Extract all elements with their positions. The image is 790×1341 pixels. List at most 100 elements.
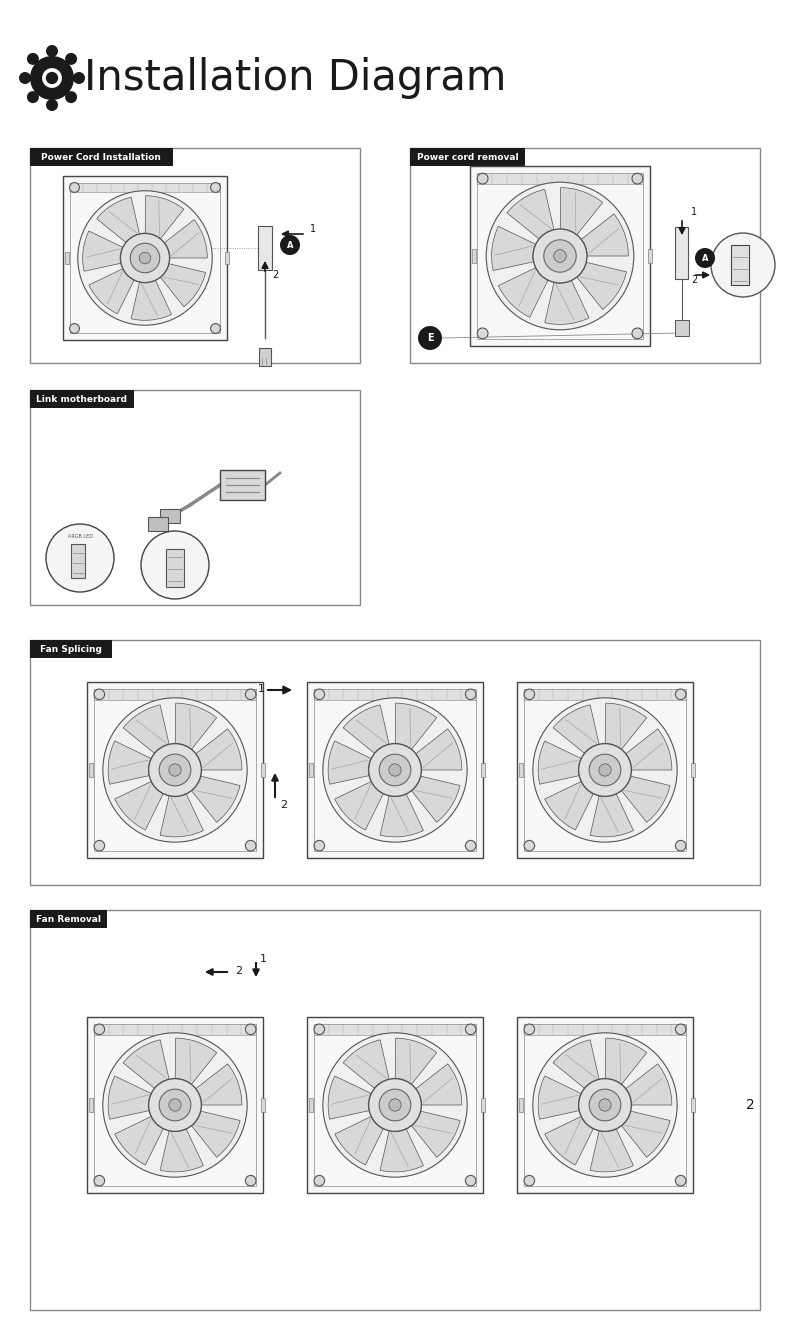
Circle shape bbox=[578, 1078, 631, 1132]
Circle shape bbox=[675, 689, 686, 700]
Circle shape bbox=[70, 323, 80, 334]
Text: Fan Removal: Fan Removal bbox=[36, 915, 101, 924]
Circle shape bbox=[27, 52, 39, 64]
Wedge shape bbox=[590, 794, 634, 837]
Circle shape bbox=[314, 841, 325, 852]
Wedge shape bbox=[328, 742, 371, 784]
Wedge shape bbox=[131, 280, 171, 320]
Wedge shape bbox=[196, 728, 242, 770]
Wedge shape bbox=[160, 1129, 203, 1172]
Circle shape bbox=[675, 1025, 686, 1035]
Wedge shape bbox=[108, 1075, 151, 1120]
Text: 2: 2 bbox=[280, 801, 287, 810]
Bar bbox=[70, 182, 220, 192]
Bar bbox=[94, 1025, 256, 1035]
Bar bbox=[524, 1025, 686, 1185]
Bar bbox=[259, 349, 271, 366]
Text: Power cord removal: Power cord removal bbox=[416, 153, 518, 161]
Bar bbox=[691, 763, 695, 776]
Circle shape bbox=[524, 689, 535, 700]
Circle shape bbox=[418, 326, 442, 350]
Circle shape bbox=[169, 1098, 181, 1112]
Text: A: A bbox=[287, 240, 293, 249]
Wedge shape bbox=[335, 1117, 383, 1165]
Circle shape bbox=[632, 329, 643, 339]
Circle shape bbox=[103, 697, 247, 842]
Circle shape bbox=[211, 323, 220, 334]
Circle shape bbox=[314, 689, 325, 700]
Circle shape bbox=[544, 240, 576, 272]
Circle shape bbox=[379, 1089, 411, 1121]
Circle shape bbox=[141, 531, 209, 599]
Circle shape bbox=[379, 754, 411, 786]
Circle shape bbox=[532, 697, 677, 842]
Circle shape bbox=[524, 1025, 535, 1035]
Wedge shape bbox=[416, 1063, 462, 1105]
Wedge shape bbox=[96, 197, 140, 243]
Circle shape bbox=[103, 1033, 247, 1177]
Circle shape bbox=[389, 764, 401, 776]
Circle shape bbox=[323, 1033, 467, 1177]
Bar bbox=[30, 640, 112, 658]
Bar bbox=[309, 763, 314, 776]
Wedge shape bbox=[123, 1039, 169, 1089]
Bar bbox=[261, 1098, 265, 1112]
Circle shape bbox=[675, 1176, 686, 1185]
Circle shape bbox=[149, 1078, 201, 1132]
Bar bbox=[261, 763, 265, 776]
Circle shape bbox=[632, 173, 643, 184]
Circle shape bbox=[46, 99, 58, 111]
Wedge shape bbox=[507, 189, 554, 239]
Circle shape bbox=[65, 52, 77, 64]
Bar bbox=[524, 689, 686, 852]
Wedge shape bbox=[343, 705, 389, 754]
Circle shape bbox=[314, 1025, 325, 1035]
Text: Power Cord Installation: Power Cord Installation bbox=[41, 153, 161, 161]
Wedge shape bbox=[626, 1063, 672, 1105]
Circle shape bbox=[94, 841, 104, 852]
Wedge shape bbox=[622, 1112, 670, 1157]
Circle shape bbox=[30, 56, 74, 101]
Wedge shape bbox=[175, 703, 216, 750]
Bar bbox=[410, 148, 760, 363]
Circle shape bbox=[314, 1176, 325, 1185]
Bar bbox=[30, 390, 134, 408]
Circle shape bbox=[465, 841, 476, 852]
Text: 1: 1 bbox=[258, 684, 265, 695]
Circle shape bbox=[27, 91, 39, 103]
Bar bbox=[166, 548, 184, 587]
Bar bbox=[89, 763, 93, 776]
Circle shape bbox=[532, 1033, 677, 1177]
Wedge shape bbox=[545, 280, 589, 325]
Circle shape bbox=[46, 72, 58, 84]
Text: Link motherboard: Link motherboard bbox=[36, 394, 127, 404]
Bar bbox=[70, 182, 220, 334]
Circle shape bbox=[695, 248, 715, 268]
Circle shape bbox=[246, 689, 256, 700]
Wedge shape bbox=[622, 776, 670, 822]
Wedge shape bbox=[590, 1129, 634, 1172]
Wedge shape bbox=[123, 705, 169, 754]
Bar bbox=[691, 1098, 695, 1112]
Circle shape bbox=[130, 243, 160, 272]
Circle shape bbox=[589, 754, 621, 786]
Circle shape bbox=[599, 1098, 611, 1112]
Wedge shape bbox=[577, 263, 626, 310]
Bar bbox=[94, 1025, 256, 1185]
Text: ARGB LED: ARGB LED bbox=[67, 534, 92, 539]
Wedge shape bbox=[581, 213, 628, 256]
Bar bbox=[94, 689, 256, 852]
Bar bbox=[314, 689, 476, 700]
Bar bbox=[314, 1025, 476, 1035]
Bar bbox=[519, 1098, 523, 1112]
Wedge shape bbox=[416, 728, 462, 770]
Bar bbox=[410, 148, 525, 166]
Wedge shape bbox=[626, 728, 672, 770]
Wedge shape bbox=[605, 1038, 647, 1085]
Wedge shape bbox=[380, 1129, 423, 1172]
Wedge shape bbox=[343, 1039, 389, 1089]
Circle shape bbox=[589, 1089, 621, 1121]
Bar bbox=[517, 1016, 693, 1193]
Bar bbox=[314, 1025, 476, 1185]
Circle shape bbox=[465, 1176, 476, 1185]
